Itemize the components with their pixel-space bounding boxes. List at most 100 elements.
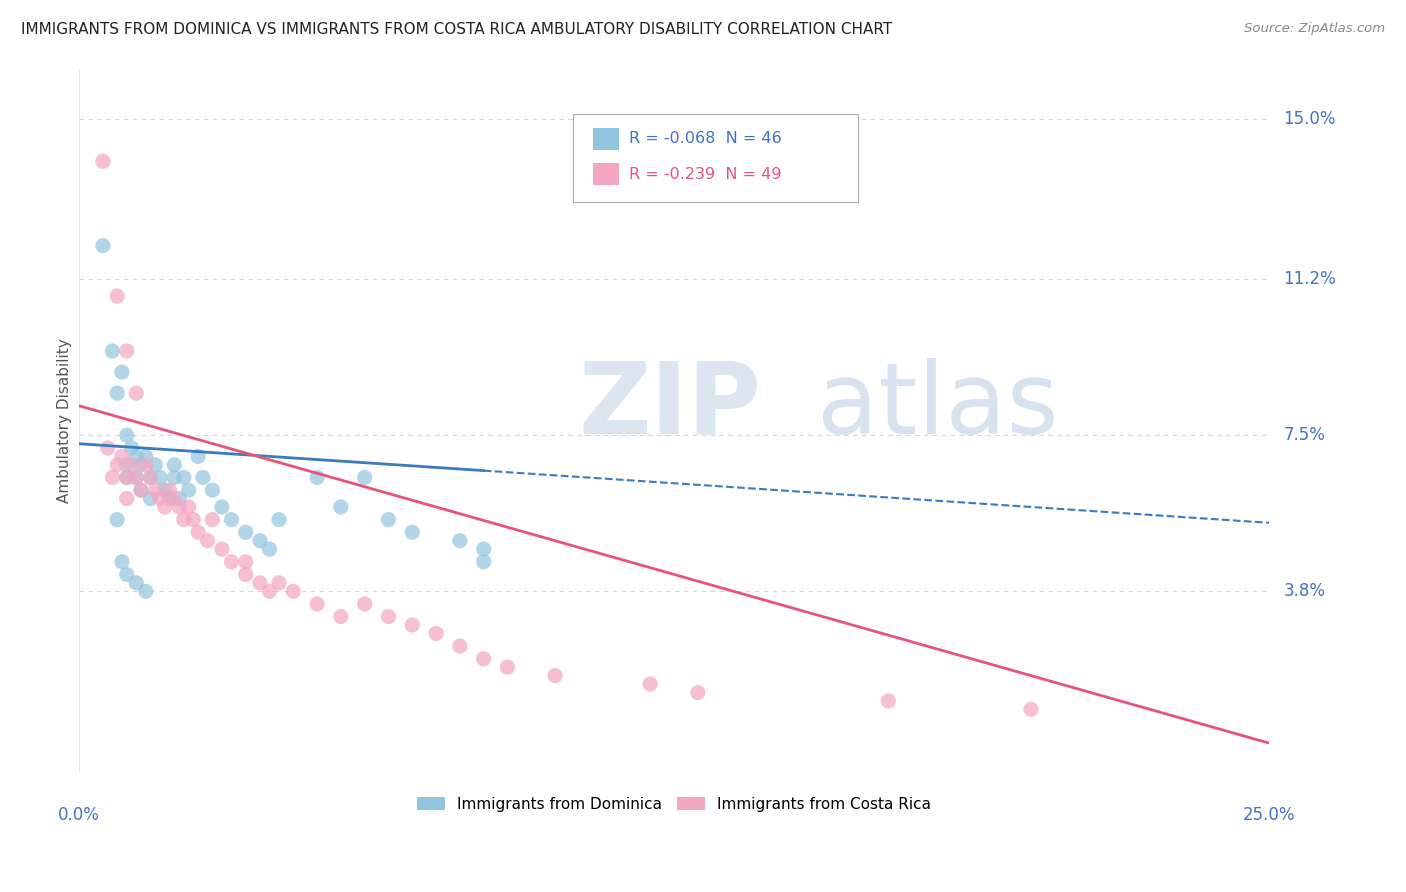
Point xyxy=(129,483,152,497)
Point xyxy=(283,584,305,599)
Point xyxy=(91,154,114,169)
FancyBboxPatch shape xyxy=(572,114,859,202)
Point xyxy=(449,533,471,548)
Point xyxy=(472,542,495,557)
Text: IMMIGRANTS FROM DOMINICA VS IMMIGRANTS FROM COSTA RICA AMBULATORY DISABILITY COR: IMMIGRANTS FROM DOMINICA VS IMMIGRANTS F… xyxy=(21,22,893,37)
Point xyxy=(129,483,152,497)
Point xyxy=(183,513,205,527)
Point xyxy=(259,542,281,557)
Point xyxy=(201,513,224,527)
Point xyxy=(307,470,329,484)
Point xyxy=(115,470,138,484)
Point xyxy=(877,694,900,708)
Point xyxy=(353,470,375,484)
Text: 3.8%: 3.8% xyxy=(1284,582,1326,600)
Point xyxy=(235,555,257,569)
Text: Source: ZipAtlas.com: Source: ZipAtlas.com xyxy=(1244,22,1385,36)
Point xyxy=(139,470,162,484)
Point xyxy=(125,470,148,484)
Point xyxy=(472,652,495,666)
Point xyxy=(221,555,243,569)
Legend: Immigrants from Dominica, Immigrants from Costa Rica: Immigrants from Dominica, Immigrants fro… xyxy=(411,790,936,818)
Text: 15.0%: 15.0% xyxy=(1284,110,1336,128)
Bar xyxy=(593,163,619,186)
Point xyxy=(544,668,567,682)
Point xyxy=(329,500,352,514)
Point xyxy=(177,500,200,514)
Point xyxy=(249,533,271,548)
Point xyxy=(211,500,233,514)
Point xyxy=(221,513,243,527)
Point xyxy=(377,513,399,527)
Point xyxy=(91,238,114,252)
Bar xyxy=(593,128,619,150)
Text: 11.2%: 11.2% xyxy=(1284,270,1336,288)
Point xyxy=(105,458,128,472)
Point xyxy=(135,584,157,599)
Point xyxy=(177,483,200,497)
Text: R = -0.068  N = 46: R = -0.068 N = 46 xyxy=(628,131,782,146)
Text: 25.0%: 25.0% xyxy=(1243,806,1295,824)
Point xyxy=(97,441,120,455)
Point xyxy=(115,491,138,506)
Point xyxy=(267,513,290,527)
Point xyxy=(153,500,176,514)
Point xyxy=(353,597,375,611)
Point xyxy=(101,470,124,484)
Point xyxy=(249,575,271,590)
Text: atlas: atlas xyxy=(817,358,1059,455)
Point xyxy=(159,491,181,506)
Point xyxy=(401,618,423,632)
Text: ZIP: ZIP xyxy=(579,358,762,455)
Point xyxy=(259,584,281,599)
Point xyxy=(153,483,176,497)
Point xyxy=(425,626,447,640)
Point xyxy=(115,343,138,358)
Point xyxy=(449,639,471,653)
Point xyxy=(1019,702,1042,716)
Point xyxy=(201,483,224,497)
Point xyxy=(139,470,162,484)
Point xyxy=(135,450,157,464)
Point xyxy=(105,289,128,303)
Point xyxy=(115,567,138,582)
Point xyxy=(307,597,329,611)
Point xyxy=(163,491,186,506)
Point xyxy=(125,450,148,464)
Text: R = -0.239  N = 49: R = -0.239 N = 49 xyxy=(628,167,782,182)
Point xyxy=(401,525,423,540)
Point xyxy=(105,513,128,527)
Point xyxy=(125,470,148,484)
Point xyxy=(377,609,399,624)
Point xyxy=(115,458,138,472)
Point xyxy=(149,470,172,484)
Point xyxy=(235,567,257,582)
Point xyxy=(115,470,138,484)
Point xyxy=(638,677,661,691)
Point xyxy=(101,343,124,358)
Point xyxy=(235,525,257,540)
Point xyxy=(121,458,143,472)
Point xyxy=(191,470,214,484)
Point xyxy=(139,491,162,506)
Point xyxy=(105,386,128,401)
Point xyxy=(211,542,233,557)
Point xyxy=(187,525,209,540)
Point xyxy=(329,609,352,624)
Point xyxy=(129,458,152,472)
Point xyxy=(163,470,186,484)
Point xyxy=(115,428,138,442)
Point xyxy=(197,533,219,548)
Text: 7.5%: 7.5% xyxy=(1284,426,1324,444)
Point xyxy=(163,458,186,472)
Point xyxy=(149,491,172,506)
Point xyxy=(472,555,495,569)
Point xyxy=(125,386,148,401)
Point xyxy=(173,513,195,527)
Point xyxy=(135,458,157,472)
Point xyxy=(686,685,709,699)
Y-axis label: Ambulatory Disability: Ambulatory Disability xyxy=(58,338,72,503)
Point xyxy=(496,660,519,674)
Text: 0.0%: 0.0% xyxy=(58,806,100,824)
Point xyxy=(111,450,134,464)
